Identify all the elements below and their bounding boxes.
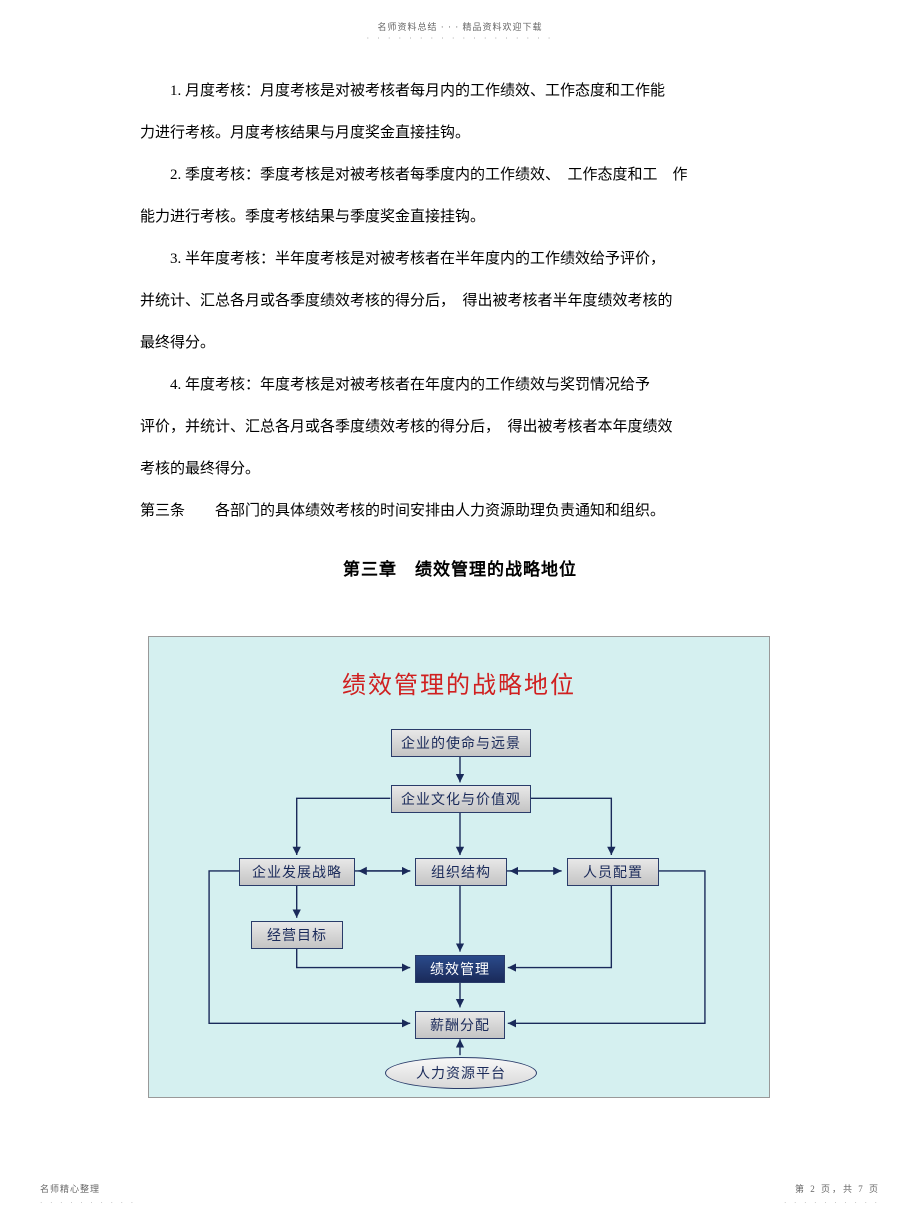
footer-dots-left: · · · · · · · · · · — [40, 1199, 136, 1207]
node-mission: 企业的使命与远景 — [391, 729, 531, 757]
flowchart-diagram: 绩效管理的战略地位 — [148, 636, 770, 1098]
node-performance: 绩效管理 — [415, 955, 505, 983]
header-dots: · · · · · · · · · · · · · · · · · · — [0, 34, 920, 43]
article-3: 第三条 各部门的具体绩效考核的时间安排由人力资源助理负责通知和组织。 — [140, 490, 780, 532]
node-strategy: 企业发展战略 — [239, 858, 355, 886]
node-compensation: 薪酬分配 — [415, 1011, 505, 1039]
paragraph-3c: 最终得分。 — [140, 322, 780, 364]
node-structure: 组织结构 — [415, 858, 507, 886]
footer-right: 第 2 页，共 7 页 — [795, 1182, 880, 1195]
paragraph-1b: 力进行考核。月度考核结果与月度奖金直接挂钩。 — [140, 112, 780, 154]
paragraph-4b: 评价，并统计、汇总各月或各季度绩效考核的得分后， 得出被考核者本年度绩效 — [140, 406, 780, 448]
header-watermark: 名师资料总结 · · · 精品资料欢迎下载 — [0, 20, 920, 33]
chapter-title: 第三章 绩效管理的战略地位 — [140, 546, 780, 594]
paragraph-4c: 考核的最终得分。 — [140, 448, 780, 490]
paragraph-3a: 3. 半年度考核：半年度考核是对被考核者在半年度内的工作绩效给予评价， — [140, 238, 780, 280]
node-staffing: 人员配置 — [567, 858, 659, 886]
paragraph-2b: 能力进行考核。季度考核结果与季度奖金直接挂钩。 — [140, 196, 780, 238]
node-culture: 企业文化与价值观 — [391, 785, 531, 813]
node-goal: 经营目标 — [251, 921, 343, 949]
node-hr-platform: 人力资源平台 — [385, 1057, 537, 1089]
footer-dots-right: · · · · · · · · · · — [784, 1199, 880, 1207]
diagram-title: 绩效管理的战略地位 — [149, 665, 769, 700]
document-body: 1. 月度考核：月度考核是对被考核者每月内的工作绩效、工作态度和工作能 力进行考… — [140, 70, 780, 604]
paragraph-3b: 并统计、汇总各月或各季度绩效考核的得分后， 得出被考核者半年度绩效考核的 — [140, 280, 780, 322]
paragraph-1a: 1. 月度考核：月度考核是对被考核者每月内的工作绩效、工作态度和工作能 — [140, 70, 780, 112]
footer-left: 名师精心整理 — [40, 1182, 100, 1195]
paragraph-4a: 4. 年度考核：年度考核是对被考核者在年度内的工作绩效与奖罚情况给予 — [140, 364, 780, 406]
paragraph-2a: 2. 季度考核：季度考核是对被考核者每季度内的工作绩效、 工作态度和工 作 — [140, 154, 780, 196]
